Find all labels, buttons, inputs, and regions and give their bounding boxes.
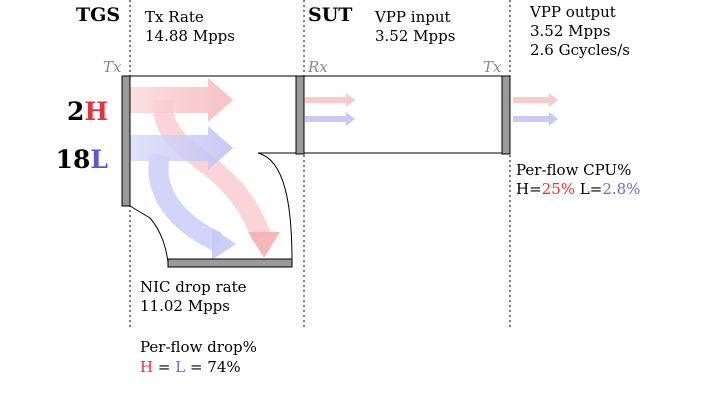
vpp-input-title: VPP input bbox=[374, 8, 451, 26]
low-vpp-in-arrow bbox=[305, 112, 355, 126]
tgs-tx-label: Tx bbox=[103, 58, 122, 76]
tgs-tx-port bbox=[121, 75, 131, 207]
high-vpp-in-arrow bbox=[305, 93, 355, 107]
high-vpp-out-arrow bbox=[513, 93, 558, 107]
nic-enclosure bbox=[129, 75, 304, 263]
low-drop-arrow bbox=[148, 152, 223, 252]
sut-label: SUT bbox=[308, 4, 352, 26]
nic-drop-value: 11.02 Mpps bbox=[140, 297, 230, 315]
low-vpp-out-arrow bbox=[513, 112, 558, 126]
drop-pct-values: H = L = 74% bbox=[140, 358, 241, 376]
nic-drop-title: NIC drop rate bbox=[140, 278, 247, 296]
sut-rx-port bbox=[295, 75, 305, 155]
high-drop-arrowhead bbox=[248, 232, 280, 258]
sut-tx-port bbox=[501, 75, 511, 155]
drop-pct-title: Per-flow drop% bbox=[140, 338, 257, 356]
sut-rx-label: Rx bbox=[307, 58, 328, 76]
tx-rate-title: Tx Rate bbox=[145, 8, 204, 26]
vpp-input-value: 3.52 Mpps bbox=[375, 27, 455, 45]
high-flow-count: 2H bbox=[67, 97, 108, 126]
nic-drop-bin bbox=[167, 258, 293, 268]
tx-rate-value: 14.88 Mpps bbox=[145, 27, 235, 45]
low-tx-arrow bbox=[130, 126, 233, 170]
tgs-label: TGS bbox=[76, 4, 120, 26]
low-flow-count: 18L bbox=[56, 145, 109, 174]
high-tx-arrow bbox=[130, 78, 233, 122]
cpu-title: Per-flow CPU% bbox=[516, 161, 631, 179]
low-drop-arrowhead bbox=[212, 228, 236, 260]
cpu-values: H=25% L=2.8% bbox=[516, 180, 640, 198]
vpp-output-cycles: 2.6 Gcycles/s bbox=[530, 41, 630, 59]
sut-tx-label: Tx bbox=[483, 58, 502, 76]
vpp-output-title: VPP output bbox=[529, 3, 616, 21]
vpp-output-value: 3.52 Mpps bbox=[530, 22, 610, 40]
